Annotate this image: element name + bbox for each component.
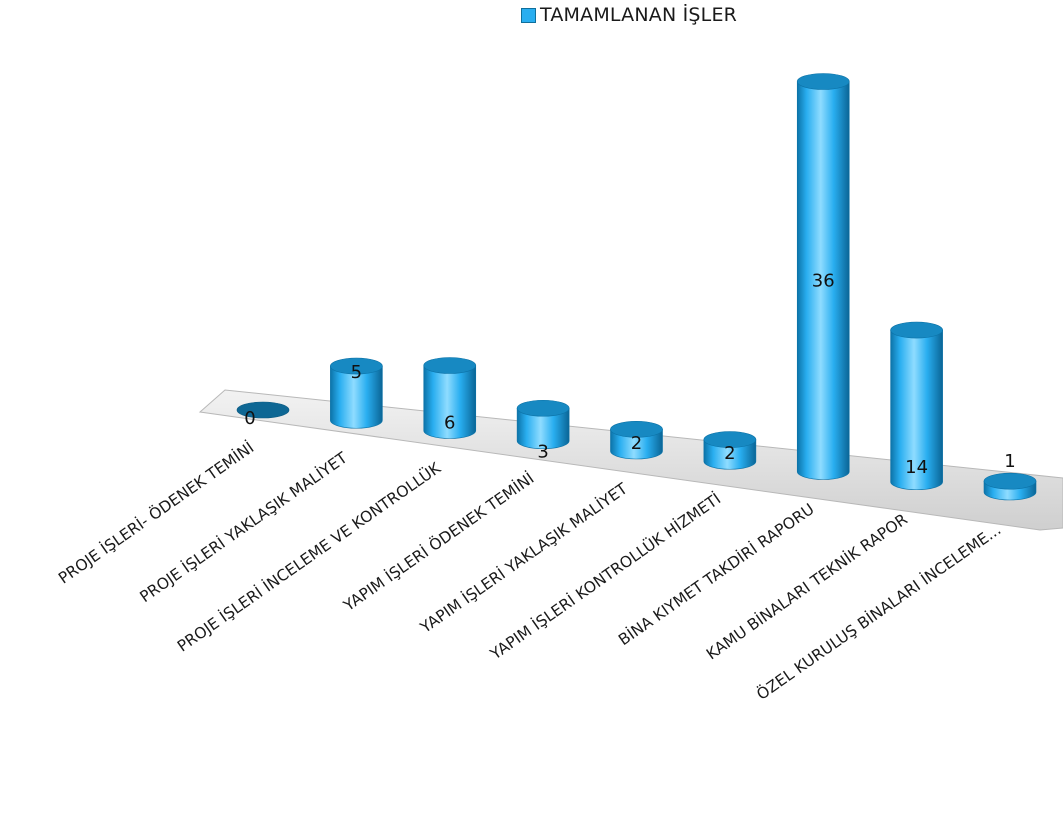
data-label: 3 <box>537 441 548 462</box>
bar <box>796 73 850 480</box>
category-label: YAPIM İŞLERİ ÖDENEK TEMİNİ <box>339 468 537 615</box>
data-label: 14 <box>905 457 928 478</box>
legend: TAMAMLANAN İŞLER <box>521 4 737 26</box>
bar <box>330 357 383 429</box>
bar <box>890 321 943 491</box>
category-label: YAPIM İŞLERİ YAKLAŞIK MALİYET <box>416 478 631 637</box>
bar <box>983 472 1037 501</box>
bar <box>423 357 477 439</box>
data-label: 2 <box>724 443 735 464</box>
bar <box>516 399 570 450</box>
category-label: BİNA KIYMET TAKDİRİ RAPORU <box>615 499 818 649</box>
category-label: KAMU BİNALARI TEKNİK RAPOR <box>702 509 911 663</box>
bars <box>236 73 1037 501</box>
data-label: 0 <box>244 408 255 429</box>
chart-floor <box>198 389 1063 531</box>
data-label: 1 <box>1004 451 1015 472</box>
bar <box>610 421 663 460</box>
data-labels: 0 5 6 3 2 2 36 14 1 <box>244 271 1015 479</box>
floor-plane <box>198 389 1063 531</box>
category-label: PROJE İŞLERİ- ÖDENEK TEMİNİ <box>55 438 258 588</box>
category-label: YAPIM İŞLERİ KONTROLLÜK HİZMETİ <box>486 489 724 664</box>
data-label: 5 <box>351 362 362 383</box>
bar <box>236 401 290 419</box>
bar <box>703 431 757 470</box>
legend-swatch <box>521 7 536 23</box>
data-label: 36 <box>812 271 835 292</box>
data-label: 2 <box>631 433 642 454</box>
data-label: 6 <box>444 413 455 434</box>
category-label: PROJE İŞLERİ YAKLAŞIK MALİYET <box>136 448 351 607</box>
legend-label: TAMAMLANAN İŞLER <box>540 4 738 26</box>
